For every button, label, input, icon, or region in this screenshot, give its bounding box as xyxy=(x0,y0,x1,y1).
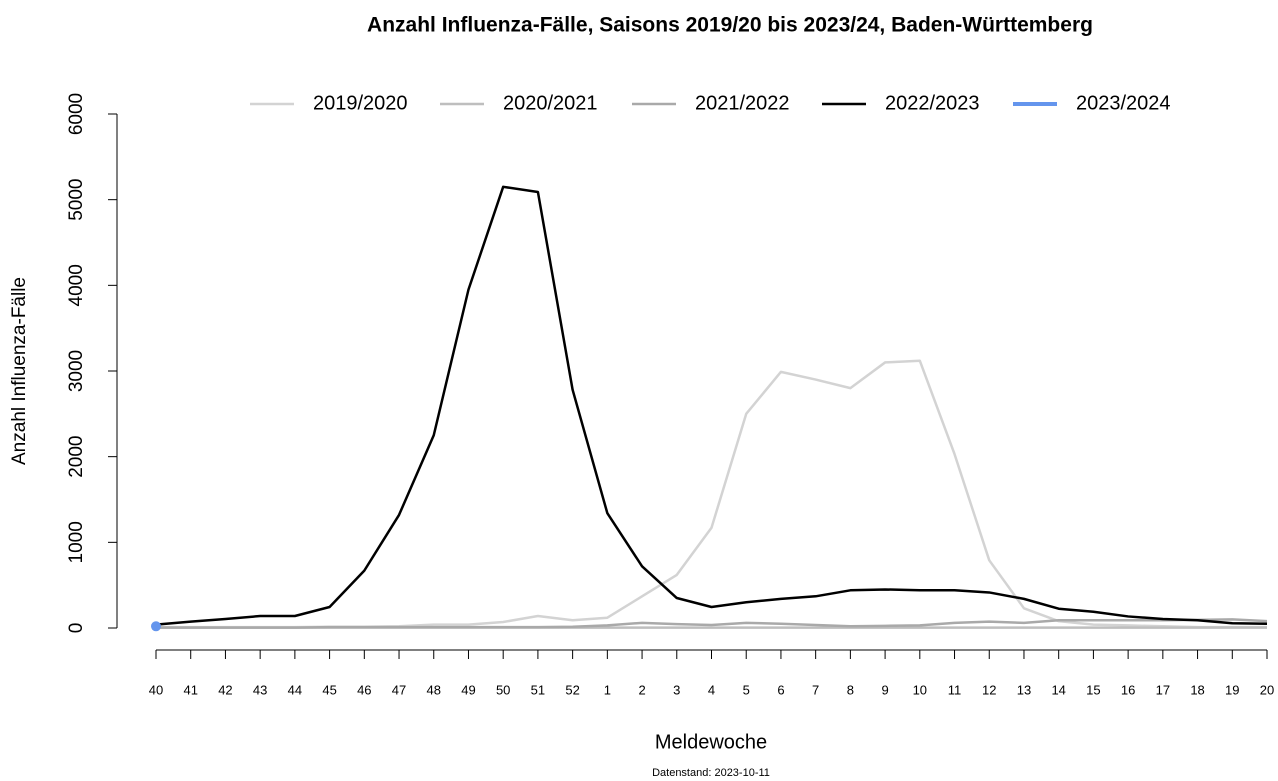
x-tick-label: 15 xyxy=(1086,682,1100,697)
x-tick-label: 4 xyxy=(708,682,715,697)
x-tick-label: 10 xyxy=(913,682,927,697)
y-axis-label: Anzahl Influenza-Fälle xyxy=(9,277,30,465)
x-tick-label: 18 xyxy=(1190,682,1204,697)
legend-label: 2021/2022 xyxy=(695,92,790,114)
x-tick-label: 42 xyxy=(218,682,232,697)
x-tick-label: 6 xyxy=(777,682,784,697)
x-axis-label: Meldewoche xyxy=(655,731,767,753)
x-tick-label: 47 xyxy=(392,682,406,697)
legend-label: 2019/2020 xyxy=(313,92,408,114)
series-line xyxy=(156,618,1268,629)
y-tick-label: 4000 xyxy=(66,264,87,306)
x-tick-label: 49 xyxy=(461,682,475,697)
legend-label: 2022/2023 xyxy=(885,92,980,114)
x-tick-label: 11 xyxy=(948,682,962,697)
chart-title: Anzahl Influenza-Fälle, Saisons 2019/20 … xyxy=(367,14,1093,37)
x-tick-label: 17 xyxy=(1156,682,1170,697)
legend-label: 2023/2024 xyxy=(1076,92,1171,114)
x-tick-label: 50 xyxy=(496,682,510,697)
y-tick-label: 2000 xyxy=(66,436,87,478)
series-line xyxy=(156,359,1267,629)
x-tick-label: 1 xyxy=(604,682,611,697)
series-line xyxy=(155,185,1268,626)
x-tick-label: 19 xyxy=(1225,682,1239,697)
x-tick-label: 52 xyxy=(565,682,579,697)
x-tick-label: 48 xyxy=(427,682,441,697)
x-tick-label: 9 xyxy=(881,682,888,697)
x-tick-label: 12 xyxy=(982,682,996,697)
y-tick-label: 5000 xyxy=(66,179,87,221)
y-tick-label: 3000 xyxy=(66,350,87,392)
x-tick-label: 3 xyxy=(673,682,680,697)
y-tick-label: 1000 xyxy=(66,521,87,563)
x-tick-label: 8 xyxy=(847,682,854,697)
x-tick-label: 2 xyxy=(638,682,645,697)
x-tick-label: 14 xyxy=(1051,682,1065,697)
y-tick-label: 0 xyxy=(66,623,87,634)
x-tick-label: 16 xyxy=(1121,682,1135,697)
x-tick-label: 46 xyxy=(357,682,371,697)
footnote: Datenstand: 2023-10-11 xyxy=(652,767,770,779)
x-tick-label: 51 xyxy=(531,682,545,697)
x-tick-label: 44 xyxy=(288,682,302,697)
x-tick-label: 13 xyxy=(1017,682,1031,697)
point xyxy=(151,621,161,632)
y-tick-label: 6000 xyxy=(66,93,87,135)
x-tick-label: 45 xyxy=(322,682,336,697)
x-tick-label: 20 xyxy=(1260,682,1274,697)
x-tick-label: 41 xyxy=(183,682,197,697)
x-tick-label: 5 xyxy=(743,682,750,697)
legend-label: 2020/2021 xyxy=(503,92,598,114)
x-tick-label: 43 xyxy=(253,682,267,697)
x-tick-label: 40 xyxy=(149,682,163,697)
x-tick-label: 7 xyxy=(812,682,819,697)
